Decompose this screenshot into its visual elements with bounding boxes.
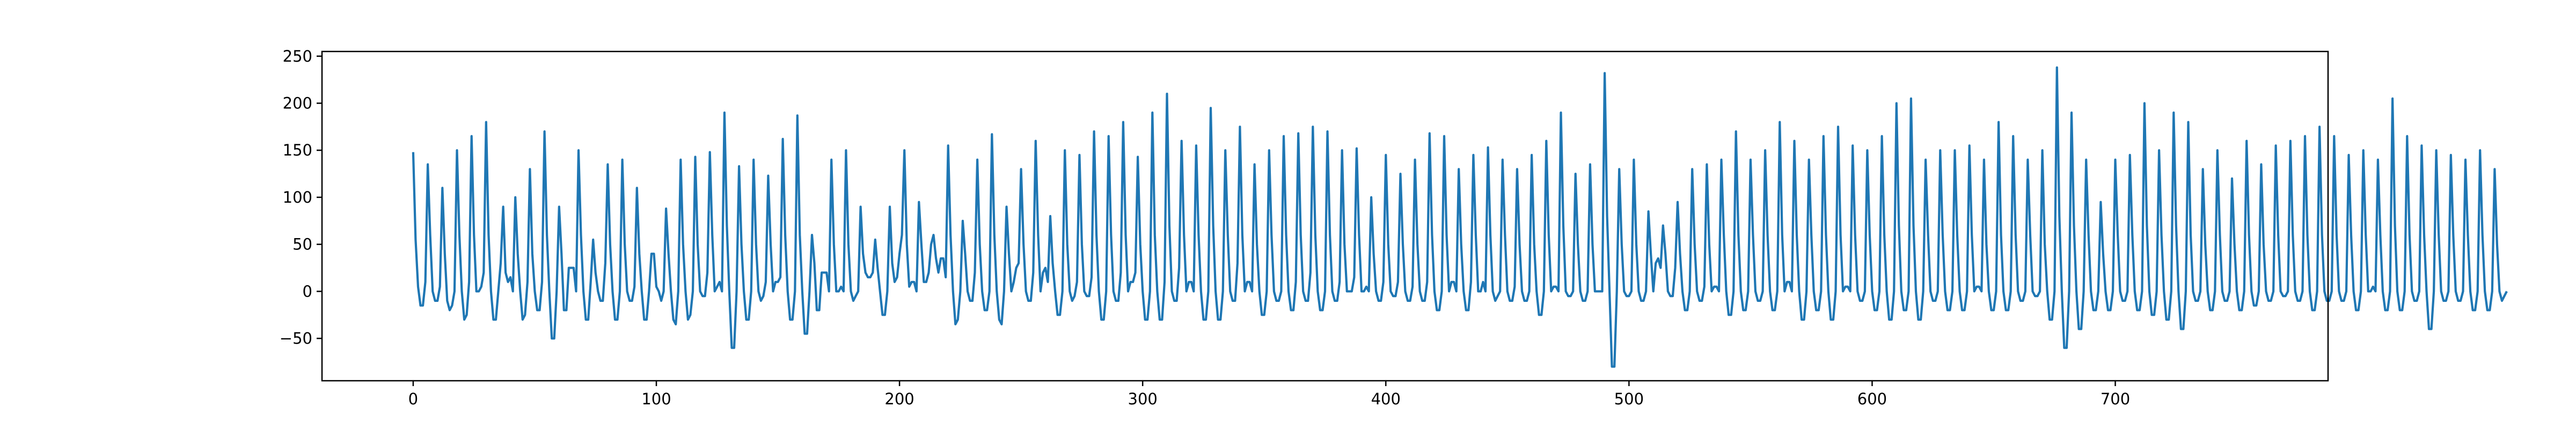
- x-tick-label: 400: [1371, 390, 1401, 408]
- x-tick-label: 300: [1128, 390, 1158, 408]
- x-tick-label: 500: [1614, 390, 1644, 408]
- y-tick-label: 250: [283, 47, 312, 65]
- x-tick-label: 100: [641, 390, 671, 408]
- y-tick-label: 100: [283, 188, 312, 206]
- plot-area: [412, 66, 2508, 368]
- y-tick-label: 150: [283, 141, 312, 159]
- ticks: 0 100 200 300 400 500 600 700 −50 0 50 100 150 200 250: [280, 47, 2130, 408]
- x-tick-label: 0: [408, 390, 418, 408]
- y-tick-label: −50: [280, 329, 312, 347]
- x-tick-label: 600: [1857, 390, 1887, 408]
- series-line: [412, 66, 2508, 368]
- y-tick-label: 200: [283, 94, 312, 112]
- x-tick-label: 200: [884, 390, 914, 408]
- x-tick-label: 700: [2101, 390, 2130, 408]
- y-tick-label: 0: [303, 282, 312, 300]
- y-tick-label: 50: [292, 235, 312, 254]
- axes-frame: [321, 50, 2329, 382]
